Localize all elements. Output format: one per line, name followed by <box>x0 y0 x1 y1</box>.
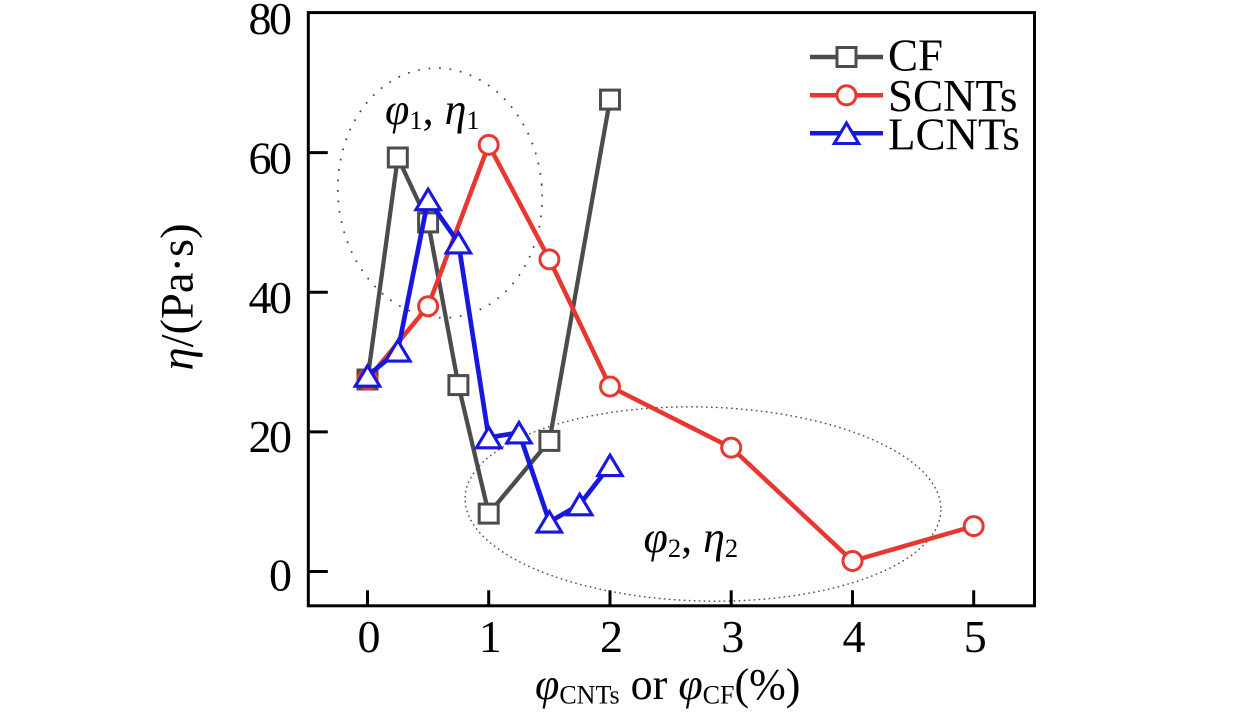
svg-text:SCNTs: SCNTs <box>888 71 1017 121</box>
svg-text:40: 40 <box>249 272 293 323</box>
svg-text:20: 20 <box>249 411 293 462</box>
svg-text:CF: CF <box>888 31 943 81</box>
svg-text:4: 4 <box>843 611 866 662</box>
svg-text:LCNTs: LCNTs <box>888 109 1020 159</box>
svg-text:φ2, η2: φ2, η2 <box>644 513 739 563</box>
svg-text:2: 2 <box>600 611 623 662</box>
svg-text:80: 80 <box>249 0 293 44</box>
svg-text:φ1, η1: φ1, η1 <box>385 85 480 135</box>
svg-text:5: 5 <box>964 611 987 662</box>
svg-text:3: 3 <box>721 611 744 662</box>
svg-text:1: 1 <box>479 611 502 662</box>
svg-text:η/(Pa·s): η/(Pa·s) <box>153 223 204 370</box>
svg-text:60: 60 <box>249 133 293 184</box>
svg-text:0: 0 <box>358 611 381 662</box>
svg-text:0: 0 <box>269 550 292 601</box>
svg-text:φCNTs or φCF(%): φCNTs or φCF(%) <box>535 660 800 709</box>
